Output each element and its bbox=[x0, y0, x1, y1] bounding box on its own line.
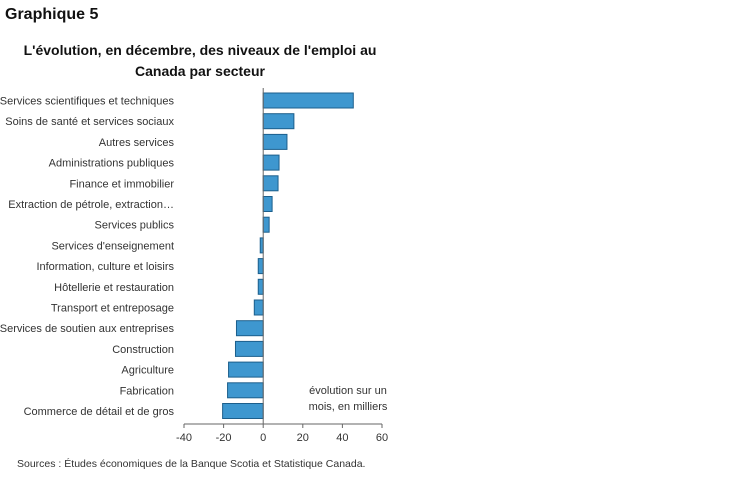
category-label: Extraction de pétrole, extraction… bbox=[8, 199, 174, 211]
bar bbox=[262, 175, 279, 192]
category-label: Information, culture et loisirs bbox=[36, 261, 174, 273]
category-label: Administrations publiques bbox=[49, 158, 175, 170]
x-tick-label: -20 bbox=[216, 432, 232, 444]
bar bbox=[222, 403, 264, 419]
chart-title: L'évolution, en décembre, des niveaux de… bbox=[23, 42, 377, 79]
bars-layer bbox=[222, 92, 354, 419]
chart-heading: Graphique 5 bbox=[5, 6, 99, 23]
bar bbox=[262, 216, 270, 233]
x-tick-label: 0 bbox=[260, 432, 266, 444]
bar bbox=[262, 196, 273, 212]
category-labels: Services scientifiques et techniques Soin… bbox=[0, 96, 174, 419]
x-tick-label: 20 bbox=[297, 432, 309, 444]
category-label: Services scientifiques et techniques bbox=[0, 96, 174, 108]
category-label: Agriculture bbox=[121, 365, 174, 377]
category-label: Construction bbox=[112, 344, 174, 356]
category-label: Services de soutien aux entreprises bbox=[0, 323, 174, 335]
category-label: Fabrication bbox=[120, 385, 174, 397]
bar bbox=[235, 320, 264, 337]
bar bbox=[253, 299, 264, 316]
category-label: Services publics bbox=[95, 220, 175, 232]
bar bbox=[257, 258, 264, 275]
x-axis: -40 -20 0 20 40 60 bbox=[176, 88, 388, 444]
bar bbox=[262, 154, 280, 171]
bar bbox=[262, 113, 295, 130]
x-tick-label: 40 bbox=[336, 432, 348, 444]
category-label: Autres services bbox=[99, 137, 175, 149]
bar bbox=[227, 382, 264, 399]
category-label: Services d'enseignement bbox=[51, 240, 174, 252]
bar bbox=[262, 133, 288, 150]
units-note: évolution sur un mois, en milliers bbox=[309, 385, 388, 413]
units-note-line: évolution sur un bbox=[309, 385, 387, 397]
x-tick-label: -40 bbox=[176, 432, 192, 444]
bar bbox=[257, 278, 264, 295]
bar bbox=[262, 92, 354, 109]
units-note-line: mois, en milliers bbox=[309, 401, 388, 413]
source-note: Sources : Études économiques de la Banqu… bbox=[17, 458, 366, 470]
category-label: Transport et entreposage bbox=[51, 303, 174, 315]
bar bbox=[228, 361, 264, 378]
x-tick-label: 60 bbox=[376, 432, 388, 444]
category-label: Hôtellerie et restauration bbox=[54, 282, 174, 294]
category-label: Finance et immobilier bbox=[69, 178, 174, 190]
category-label: Commerce de détail et de gros bbox=[24, 406, 175, 418]
category-label: Soins de santé et services sociaux bbox=[5, 116, 174, 128]
bar bbox=[234, 340, 264, 357]
